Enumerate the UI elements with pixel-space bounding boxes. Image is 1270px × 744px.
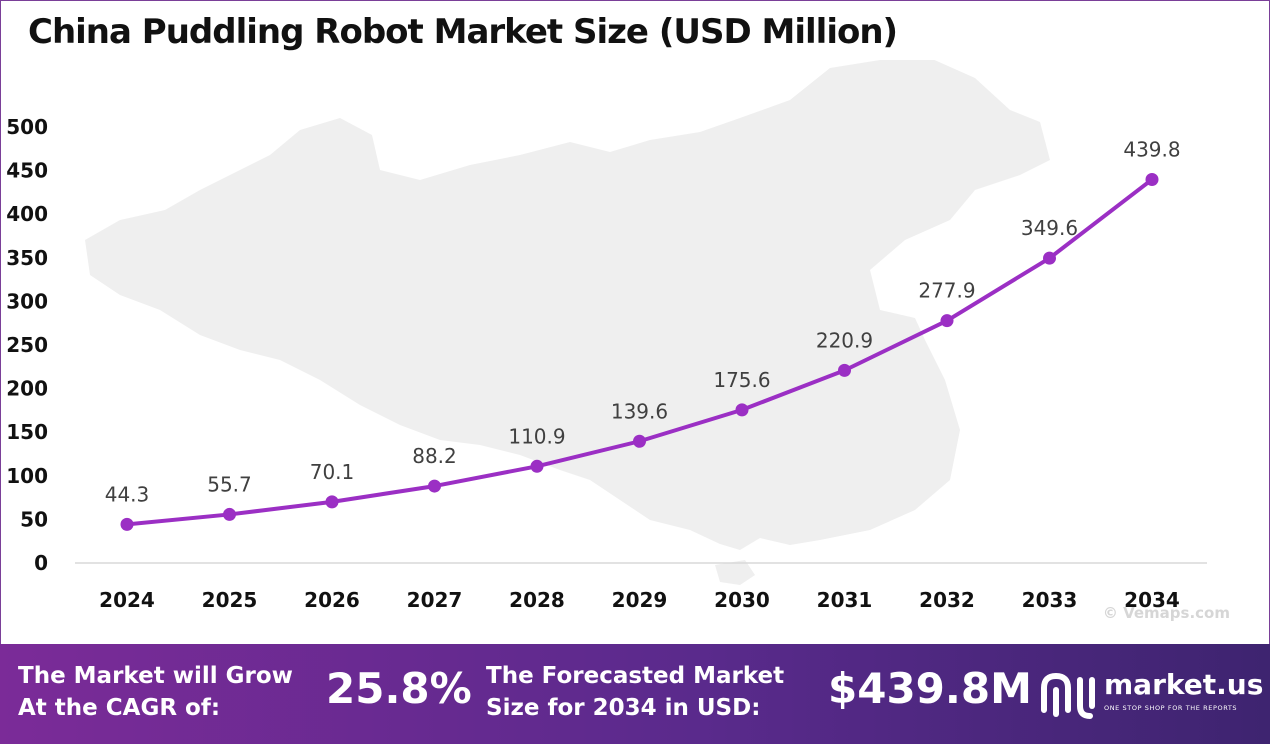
x-tick-label: 2027 <box>407 588 463 612</box>
data-label: 439.8 <box>1123 137 1180 161</box>
y-tick-label: 350 <box>6 246 48 270</box>
data-label: 70.1 <box>310 460 355 484</box>
brand-name: market.us <box>1104 668 1264 701</box>
y-tick-label: 500 <box>6 115 48 139</box>
y-tick-label: 450 <box>6 159 48 183</box>
data-point <box>1043 251 1056 265</box>
x-tick-label: 2033 <box>1022 588 1078 612</box>
data-point <box>1145 172 1159 186</box>
data-label: 139.6 <box>611 399 668 423</box>
y-tick-label: 100 <box>6 464 48 488</box>
forecast-value: $439.8M <box>828 664 1032 713</box>
data-point <box>223 507 236 521</box>
market-us-logo: market.us ONE STOP SHOP FOR THE REPORTS <box>1038 666 1263 726</box>
forecast-label-line1: The Forecasted Market <box>486 663 785 689</box>
x-tick-label: 2028 <box>509 588 565 612</box>
x-tick-label: 2025 <box>202 588 258 612</box>
y-tick-label: 150 <box>6 420 48 444</box>
cagr-value: 25.8% <box>326 664 472 713</box>
y-tick-label: 200 <box>6 377 48 401</box>
data-point <box>120 517 134 531</box>
x-tick-label: 2034 <box>1124 588 1180 612</box>
china-map-background <box>85 60 1050 550</box>
cagr-label: The Market will Grow At the CAGR of: <box>18 660 293 724</box>
hainan-island <box>715 560 755 585</box>
x-tick-label: 2032 <box>919 588 975 612</box>
data-label: 55.7 <box>207 472 252 496</box>
brand-tagline: ONE STOP SHOP FOR THE REPORTS <box>1104 704 1238 712</box>
x-tick-label: 2029 <box>612 588 668 612</box>
data-point <box>633 434 646 448</box>
data-label: 175.6 <box>713 368 770 392</box>
data-label: 277.9 <box>918 279 975 303</box>
data-label: 220.9 <box>816 328 873 352</box>
market-us-logo-icon <box>1041 672 1095 719</box>
data-point <box>530 459 544 473</box>
data-point <box>428 479 441 493</box>
data-point <box>940 314 954 328</box>
data-point <box>735 403 749 417</box>
y-tick-label: 50 <box>20 507 48 531</box>
data-label: 88.2 <box>412 444 457 468</box>
x-tick-label: 2031 <box>817 588 873 612</box>
data-label: 44.3 <box>105 482 150 506</box>
x-tick-label: 2026 <box>304 588 360 612</box>
y-tick-label: 0 <box>34 551 48 575</box>
y-tick-label: 300 <box>6 289 48 313</box>
y-tick-label: 250 <box>6 333 48 357</box>
data-point <box>838 363 851 377</box>
map-watermark: © Vemaps.com <box>1102 604 1230 622</box>
data-point <box>325 495 339 509</box>
data-label: 110.9 <box>508 424 565 448</box>
data-label: 349.6 <box>1021 216 1078 240</box>
y-tick-label: 400 <box>6 202 48 226</box>
chart-title: China Puddling Robot Market Size (USD Mi… <box>28 12 898 52</box>
cagr-label-line1: The Market will Grow <box>18 663 293 689</box>
cagr-label-line2: At the CAGR of: <box>18 695 221 721</box>
x-tick-label: 2024 <box>99 588 155 612</box>
line-chart: 0 50 100 150 200 250 300 350 400 450 500 2024 2025 2… <box>6 60 1207 612</box>
x-tick-label: 2030 <box>714 588 770 612</box>
forecast-label: The Forecasted Market Size for 2034 in U… <box>486 660 784 724</box>
forecast-label-line2: Size for 2034 in USD: <box>486 695 761 721</box>
summary-banner: The Market will Grow At the CAGR of: 25.… <box>0 644 1270 744</box>
